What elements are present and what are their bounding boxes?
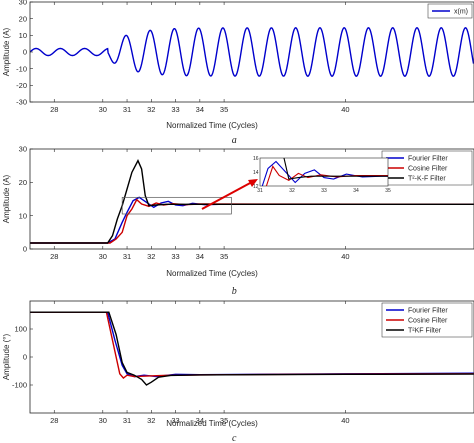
plot-frame <box>29 1 474 103</box>
series-group <box>30 27 474 77</box>
series-line <box>30 27 474 77</box>
x-tick-label: 31 <box>123 105 131 114</box>
x-tick-label: 30 <box>99 105 107 114</box>
x-tick-label: 40 <box>341 252 349 261</box>
y-tick-label: 10 <box>19 31 27 40</box>
x-axis-label: Normalized Time (Cycles) <box>166 121 258 130</box>
y-tick-label: -20 <box>16 81 27 90</box>
x-axis-label: Normalized Time (Cycles) <box>166 419 258 428</box>
y-tick-label: 0 <box>23 48 27 57</box>
legend-entry: Cosine Filter <box>408 318 448 325</box>
x-tick-label: 35 <box>220 105 228 114</box>
legend-entry: Fourier Filter <box>408 156 448 163</box>
series-line <box>30 198 474 244</box>
y-axis-label: Amplitude (A) <box>2 174 11 223</box>
y-tick-label: 30 <box>19 0 27 7</box>
y-tick-label: 100 <box>14 325 27 334</box>
inset-y-tick-label: 16 <box>253 156 259 162</box>
y-tick-label: 0 <box>23 353 27 362</box>
inset-series-line <box>283 158 388 180</box>
inset-y-tick-label: 14 <box>253 170 259 176</box>
plot-frame <box>29 148 474 250</box>
x-tick-label: 28 <box>50 252 58 261</box>
legend: Fourier Filter Cosine Filter T²KF Filter <box>381 302 473 338</box>
inset-y-tick-label: 12 <box>253 184 259 190</box>
x-tick-label: 31 <box>123 252 131 261</box>
series-line <box>30 159 474 244</box>
zoom-arrow <box>201 181 253 210</box>
series-group <box>30 159 474 244</box>
y-tick-label: -10 <box>16 64 27 73</box>
x-tick-label: 34 <box>196 105 204 114</box>
y-axis-label: Amplitude (A) <box>2 27 11 76</box>
x-tick-label: 32 <box>147 105 155 114</box>
x-tick-label: 30 <box>99 416 107 425</box>
x-tick-label: 33 <box>171 416 179 425</box>
inset-series <box>261 158 388 186</box>
chart-panel-a: 28 30 31 32 33 34 35 40 -30 -20 -10 0 10 20 30 Normaliz… <box>2 0 474 146</box>
legend-entry: x(m) <box>454 9 468 16</box>
x-tick-label: 31 <box>123 416 131 425</box>
y-axis-label: Amplitude (°) <box>2 334 11 381</box>
x-tick-label: 30 <box>99 252 107 261</box>
x-axis-label: Normalized Time (Cycles) <box>166 269 258 278</box>
y-tick-label: 20 <box>19 14 27 23</box>
chart-panel-b: 28 30 31 32 33 34 35 40 0 10 20 30 Normalized Time (… <box>2 145 474 297</box>
x-tick-label: 34 <box>196 252 204 261</box>
x-tick-label: 32 <box>147 252 155 261</box>
x-tick-label: 34 <box>196 416 204 425</box>
x-tick-label: 28 <box>50 105 58 114</box>
x-tick-label: 40 <box>341 105 349 114</box>
x-tick-label: 40 <box>341 416 349 425</box>
x-tick-label: 33 <box>171 252 179 261</box>
legend-entry: Cosine Filter <box>408 166 448 173</box>
x-tick-label: 33 <box>171 105 179 114</box>
inset-x-tick-label: 33 <box>321 188 327 194</box>
panel-caption: a <box>232 135 237 146</box>
y-tick-label: 0 <box>23 245 27 254</box>
y-tick-label: 10 <box>19 211 27 220</box>
y-tick-label: -30 <box>16 98 27 107</box>
legend-entry: T²-K-F Filter <box>408 176 446 183</box>
zoom-source-box <box>121 196 232 215</box>
inset-x-tick-label: 34 <box>353 188 359 194</box>
series-line <box>30 311 474 386</box>
chart-panel-c: 28 30 31 32 33 34 35 40 -100 0 100 Normalized Time … <box>2 300 474 443</box>
legend: x(m) <box>427 3 473 19</box>
legend-entry: T²KF Filter <box>408 328 442 335</box>
inset-x-tick-label: 31 <box>257 188 263 194</box>
legend-entry: Fourier Filter <box>408 308 448 315</box>
panel-caption: b <box>232 286 237 297</box>
zoom-arrow-head <box>248 179 258 187</box>
series-group <box>30 311 474 386</box>
y-tick-label: 20 <box>19 178 27 187</box>
legend: Fourier Filter Cosine Filter T²-K-F Filter <box>381 150 473 186</box>
inset-frame <box>259 157 389 187</box>
inset-x-tick-label: 32 <box>289 188 295 194</box>
y-tick-label: 30 <box>19 145 27 154</box>
y-tick-label: -100 <box>12 381 27 390</box>
inset-x-tick-label: 35 <box>385 188 391 194</box>
x-tick-label: 35 <box>220 252 228 261</box>
x-tick-label: 35 <box>220 416 228 425</box>
inset: 31 32 33 34 35 12 14 16 <box>201 156 391 210</box>
x-tick-label: 32 <box>147 416 155 425</box>
x-tick-label: 28 <box>50 416 58 425</box>
panel-caption: c <box>232 433 237 443</box>
